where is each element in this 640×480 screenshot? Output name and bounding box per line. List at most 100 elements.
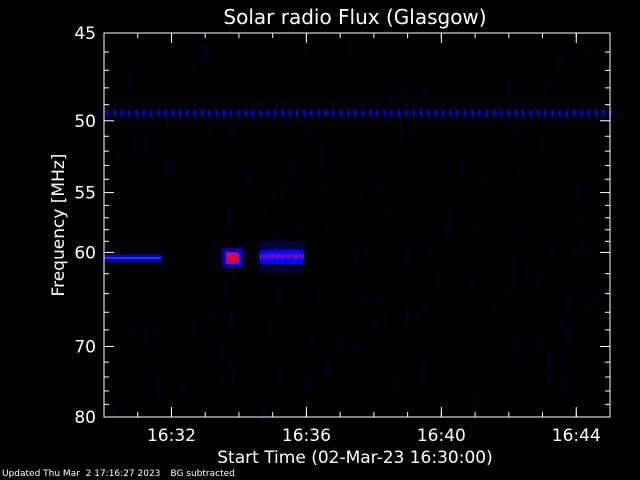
noise-speck [325, 218, 327, 240]
noise-speck [404, 73, 407, 77]
interference-spike [288, 109, 291, 117]
interference-spike [500, 109, 503, 117]
noise-speck [132, 323, 134, 340]
noise-speck [408, 389, 410, 396]
noise-speck [124, 86, 126, 91]
noise-speck [511, 257, 514, 275]
noise-speck [233, 265, 235, 279]
noise-speck [232, 365, 234, 386]
interference-spike [222, 109, 225, 117]
noise-speck [225, 365, 227, 373]
noise-speck [304, 44, 306, 60]
y-tick-label: 45 [74, 24, 96, 44]
noise-speck [469, 277, 471, 289]
noise-speck [353, 248, 355, 265]
noise-speck [160, 67, 162, 70]
interference-spike [259, 109, 262, 117]
interference-spike [471, 109, 473, 117]
interference-spike [149, 109, 152, 117]
noise-speck [172, 111, 175, 128]
interference-spike [120, 109, 123, 117]
noise-speck [203, 44, 206, 59]
interference-spike [317, 109, 320, 117]
burst-band [259, 249, 304, 264]
burst-streak [302, 253, 304, 259]
noise-speck [549, 245, 551, 254]
emission-feature [104, 254, 162, 262]
noise-speck [304, 191, 306, 195]
burst-streak [275, 253, 277, 259]
noise-speck [394, 377, 397, 398]
noise-speck [568, 326, 570, 345]
noise-speck [364, 224, 366, 241]
y-tick-label: 70 [74, 337, 96, 357]
emission-feature [259, 240, 304, 273]
noise-speck [270, 317, 273, 335]
x-tick-label: 16:44 [552, 426, 601, 446]
noise-speck [305, 123, 307, 134]
interference-spike [419, 109, 422, 117]
interference-spike [230, 109, 233, 117]
noise-speck [544, 79, 547, 88]
burst-streak [260, 253, 262, 259]
x-tick-label: 16:40 [417, 426, 466, 446]
noise-speck [406, 306, 408, 327]
interference-spike [609, 109, 612, 117]
interference-spike [536, 109, 539, 117]
noise-speck [462, 157, 464, 177]
noise-speck [537, 273, 539, 289]
updated-timestamp: Updated Thu Mar 2 17:16:27 2023 [2, 469, 161, 479]
noise-speck [476, 219, 478, 235]
noise-speck [360, 193, 362, 200]
noise-speck [475, 393, 477, 411]
interference-spike [492, 109, 495, 117]
noise-speck [508, 75, 510, 96]
noise-speck [261, 404, 264, 427]
noise-speck [356, 343, 358, 355]
noise-speck [402, 87, 404, 108]
noise-speck [484, 171, 486, 189]
noise-speck [271, 182, 273, 201]
noise-speck [445, 222, 447, 242]
interference-spike [135, 109, 138, 117]
noise-speck [514, 126, 516, 136]
noise-speck [554, 100, 557, 107]
interference-spike [383, 109, 386, 117]
interference-spike [186, 109, 189, 117]
interference-spike [463, 109, 466, 117]
noise-speck [346, 120, 348, 124]
burst-core [227, 253, 237, 262]
interference-spike [529, 109, 532, 117]
noise-speck [354, 244, 357, 262]
noise-speck [207, 306, 209, 315]
noise-speck [566, 36, 568, 42]
noise-speck [309, 332, 311, 348]
noise-speck [438, 272, 440, 290]
noise-speck [579, 297, 582, 304]
noise-speck [542, 137, 545, 153]
y-tick-label: 80 [74, 408, 96, 428]
noise-speck [363, 97, 365, 108]
interference-spike [325, 109, 327, 117]
y-tick-label: 60 [74, 243, 96, 263]
interference-spike [456, 109, 459, 117]
noise-speck [385, 88, 388, 98]
burst-streak [287, 253, 289, 259]
interference-spike [164, 109, 167, 117]
noise-speck [158, 378, 160, 397]
noise-speck [539, 331, 541, 349]
noise-speck [128, 71, 130, 86]
interference-spike [478, 109, 481, 117]
interference-spike [602, 109, 605, 117]
noise-speck [106, 380, 108, 389]
noise-speck [384, 308, 387, 329]
noise-speck [187, 352, 189, 368]
noise-speck [412, 397, 415, 415]
noise-speck [297, 222, 300, 230]
interference-band [104, 111, 610, 114]
interference-spike [368, 109, 371, 117]
interference-spike [281, 109, 284, 117]
noise-speck [506, 283, 508, 297]
interference-spike [193, 109, 196, 117]
burst-streak [266, 253, 268, 259]
